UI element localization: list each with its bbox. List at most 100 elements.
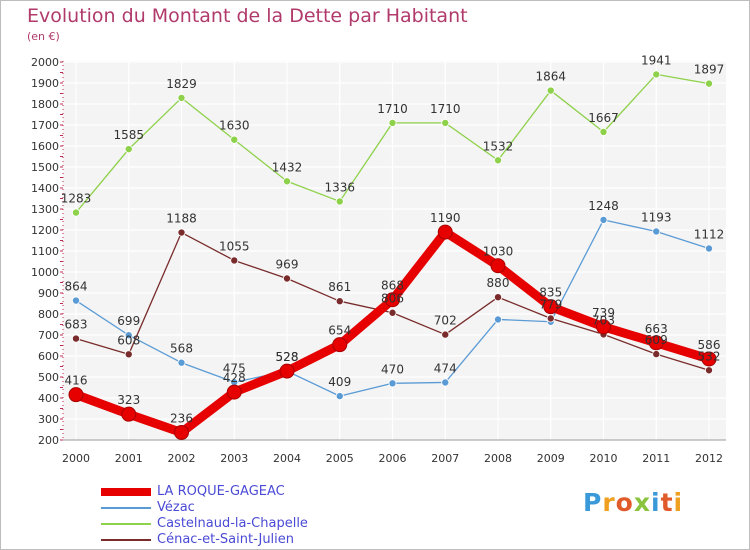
line-chart: 200 300 400 500 600 700 800 900 1000 1100 1200 1300… — [31, 53, 726, 465]
data-label: 969 — [276, 258, 299, 272]
data-point — [493, 293, 502, 302]
data-label: 1532 — [483, 139, 514, 153]
data-point — [596, 319, 611, 335]
data-point — [701, 351, 717, 367]
data-label: 1941 — [641, 53, 672, 67]
data-label: 568 — [170, 342, 193, 356]
x-tick-label: 2000 — [62, 452, 90, 465]
x-tick-label: 2004 — [273, 452, 301, 465]
data-label: 1055 — [219, 239, 250, 253]
data-label: 586 — [698, 338, 721, 352]
logo-letter: i — [651, 488, 661, 517]
y-tick-label: 1800 — [31, 98, 59, 111]
chart-title: Evolution du Montant de la Dette par Hab… — [27, 5, 468, 27]
data-point — [230, 256, 239, 265]
data-label: 880 — [487, 276, 510, 290]
data-label: 683 — [65, 318, 88, 332]
data-point — [177, 93, 186, 102]
logo-letter: o — [615, 488, 634, 517]
data-point — [335, 392, 344, 401]
legend-label: Cénac-et-Saint-Julien — [157, 532, 295, 547]
logo-letter: r — [602, 488, 616, 517]
data-point — [174, 424, 189, 440]
y-tick-label: 700 — [38, 329, 59, 342]
data-point — [124, 350, 133, 359]
x-tick-label: 2007 — [431, 452, 459, 465]
data-label: 1112 — [694, 227, 725, 241]
y-tick-label: 1900 — [31, 77, 59, 90]
data-point — [72, 334, 81, 343]
data-label: 608 — [117, 333, 140, 347]
data-label: 1667 — [588, 111, 619, 125]
data-point — [68, 387, 84, 403]
x-tick-label: 2001 — [115, 452, 143, 465]
data-point — [493, 156, 502, 165]
data-label: 323 — [117, 393, 140, 407]
data-point — [705, 366, 714, 375]
y-tick-label: 1600 — [31, 140, 59, 153]
data-label: 835 — [539, 286, 562, 300]
data-point — [441, 378, 450, 387]
data-label: 475 — [223, 361, 246, 375]
data-label: 474 — [434, 361, 457, 375]
data-point — [493, 315, 502, 324]
data-point — [72, 208, 81, 217]
y-tick-label: 1500 — [31, 161, 59, 174]
y-tick-label: 900 — [38, 287, 59, 300]
legend-label: Vézac — [157, 500, 195, 515]
legend-label: Castelnaud-la-Chapelle — [157, 516, 308, 531]
data-point — [437, 224, 453, 240]
data-label: 1188 — [166, 212, 197, 226]
data-label: 470 — [381, 362, 404, 376]
data-point — [652, 70, 661, 79]
data-point — [279, 363, 295, 379]
data-point — [177, 228, 186, 237]
data-label: 236 — [170, 411, 193, 425]
y-tick-label: 1300 — [31, 203, 59, 216]
data-label: 528 — [276, 350, 299, 364]
data-point — [335, 197, 344, 206]
data-label: 528 — [276, 350, 299, 364]
data-label: 739 — [592, 306, 615, 320]
legend-swatch — [101, 507, 151, 509]
y-tick-label: 1000 — [31, 266, 59, 279]
data-label: 416 — [65, 374, 88, 388]
data-label: 654 — [328, 324, 351, 338]
data-point — [705, 244, 714, 253]
data-point — [543, 299, 559, 315]
data-label: 1630 — [219, 119, 250, 133]
data-point — [226, 384, 242, 400]
x-tick-label: 2010 — [590, 452, 618, 465]
data-label: 1710 — [377, 102, 408, 116]
data-point — [441, 118, 450, 127]
data-point — [599, 127, 608, 136]
data-point — [546, 86, 555, 95]
logo-letter: t — [660, 488, 674, 517]
y-tick-label: 400 — [38, 392, 59, 405]
proxiti-logo: Proxiti — [583, 488, 683, 517]
data-label: 1829 — [166, 77, 197, 91]
y-tick-label: 800 — [38, 308, 59, 321]
data-label: 1864 — [535, 70, 566, 84]
data-label: 703 — [592, 313, 615, 327]
data-point — [388, 308, 397, 317]
data-label: 1432 — [272, 160, 303, 174]
logo-letter: x — [633, 488, 651, 517]
data-point — [652, 227, 661, 236]
data-point — [388, 379, 397, 388]
legend-swatch — [101, 539, 151, 541]
data-label: 1248 — [588, 199, 619, 213]
y-tick-label: 600 — [38, 350, 59, 363]
x-tick-label: 2009 — [537, 452, 565, 465]
chart-subtitle: (en €) — [27, 30, 60, 43]
data-label: 861 — [328, 280, 351, 294]
data-point — [282, 274, 291, 283]
y-tick-label: 500 — [38, 371, 59, 384]
data-point — [72, 296, 81, 305]
data-point — [332, 337, 348, 353]
logo-letter: P — [583, 488, 603, 517]
legend-swatch — [101, 488, 151, 496]
data-label: 409 — [328, 375, 351, 389]
data-label: 1585 — [113, 128, 144, 142]
x-tick-label: 2008 — [484, 452, 512, 465]
